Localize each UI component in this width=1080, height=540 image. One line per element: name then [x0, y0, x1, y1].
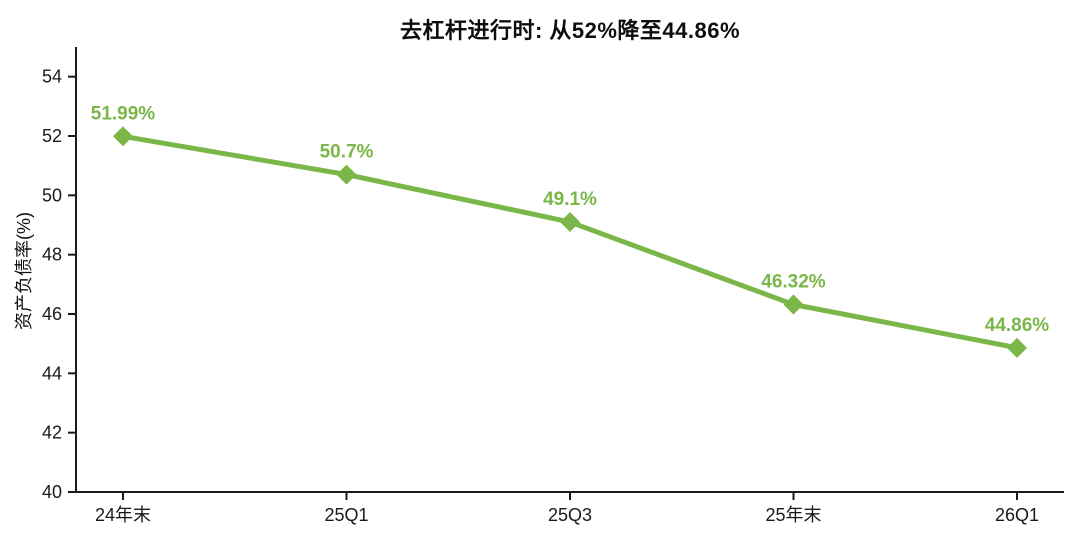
y-tick-label: 50	[42, 185, 62, 205]
y-tick-label: 54	[42, 67, 62, 87]
data-point-label: 51.99%	[91, 103, 156, 124]
data-point-label: 49.1%	[543, 189, 597, 210]
x-tick-label: 25Q1	[324, 505, 368, 525]
data-point-marker	[336, 164, 357, 185]
data-point-marker	[1007, 337, 1027, 358]
x-tick-label: 24年末	[95, 505, 151, 525]
chart-title: 去杠杆进行时: 从52%降至44.86%	[399, 18, 741, 43]
data-point-label: 46.32%	[761, 272, 826, 293]
data-point-marker	[783, 294, 804, 315]
y-tick-label: 48	[42, 245, 62, 265]
y-tick-label: 44	[42, 363, 62, 383]
data-point-label: 44.86%	[985, 315, 1050, 336]
y-tick-label: 46	[42, 304, 62, 324]
series-line	[120, 133, 1020, 351]
y-tick-label: 42	[42, 423, 62, 443]
data-point-label: 50.7%	[320, 142, 374, 163]
x-tick-label: 25Q3	[548, 505, 592, 525]
x-tick-label: 26Q1	[995, 505, 1039, 525]
y-tick-label: 52	[42, 126, 62, 146]
x-tick-label: 25年末	[765, 505, 821, 525]
y-tick-label: 40	[42, 482, 62, 502]
data-point-marker	[560, 212, 580, 233]
data-point-marker	[113, 126, 133, 147]
